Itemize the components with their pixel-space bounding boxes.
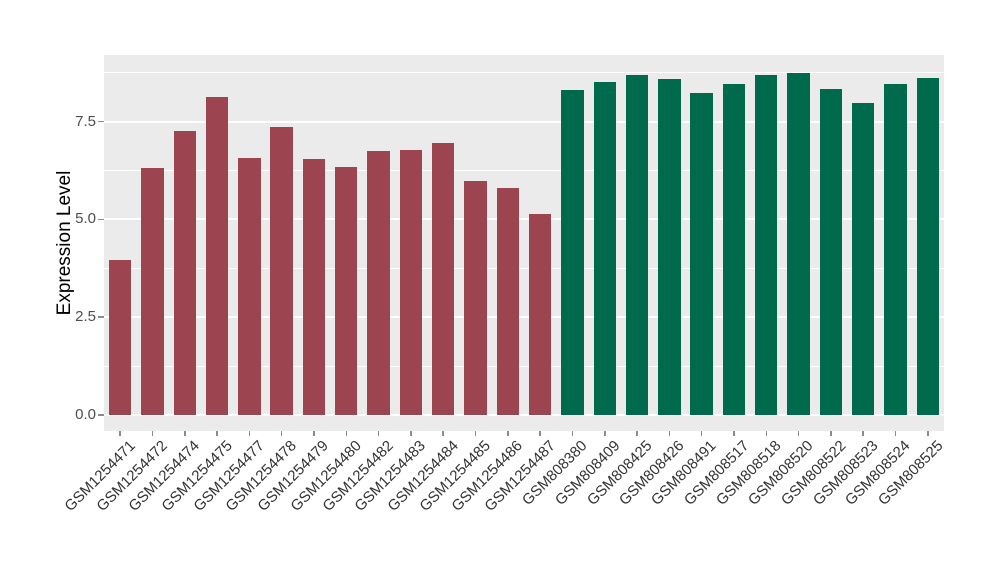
bar-GSM1254484 [432, 143, 455, 415]
x-tick-mark [280, 431, 283, 436]
y-tick-mark [98, 316, 104, 318]
bar-GSM808518 [755, 74, 778, 415]
x-tick-mark [700, 431, 703, 436]
bar-GSM808523 [852, 102, 875, 415]
x-tick-mark [216, 431, 218, 436]
x-tick-mark [604, 431, 606, 436]
bar-GSM1254486 [496, 188, 520, 415]
minor-gridline [104, 169, 944, 171]
bar-GSM808380 [561, 90, 584, 415]
bar-GSM1254487 [528, 214, 552, 415]
bar-GSM808522 [819, 89, 843, 415]
x-tick-mark [862, 431, 864, 436]
x-tick-mark [765, 431, 768, 436]
bar-GSM808517 [722, 83, 746, 415]
major-gridline [104, 218, 944, 221]
y-tick-label: 7.5 [75, 112, 96, 130]
bar-GSM1254479 [302, 158, 326, 415]
bar-GSM1254477 [238, 157, 261, 415]
x-tick-mark [151, 431, 154, 436]
y-tick-label: 2.5 [75, 308, 96, 326]
bar-GSM1254480 [335, 167, 358, 415]
plot-area [104, 55, 944, 431]
x-tick-mark [410, 431, 412, 436]
bar-GSM808491 [690, 92, 713, 415]
major-gridline [104, 316, 944, 319]
bar-GSM808409 [593, 82, 616, 415]
bar-GSM1254474 [173, 131, 196, 415]
bar-GSM1254482 [367, 150, 390, 415]
bar-GSM808524 [884, 84, 907, 415]
bar-GSM1254478 [270, 126, 293, 415]
x-tick-mark [184, 431, 186, 436]
y-tick-label: 0.0 [75, 405, 96, 423]
x-tick-mark [474, 431, 477, 436]
x-tick-mark [571, 431, 574, 436]
bar-GSM808425 [625, 74, 649, 415]
x-tick-mark [377, 431, 380, 436]
y-tick-mark [98, 120, 104, 123]
x-tick-mark [248, 431, 251, 436]
y-tick-label: 5.0 [75, 210, 96, 228]
bar-GSM1254483 [399, 149, 423, 415]
major-gridline [104, 120, 944, 123]
bar-GSM808525 [916, 77, 940, 415]
y-axis-title: Expression Level [54, 170, 75, 316]
y-tick-mark [98, 218, 104, 221]
x-tick-mark [539, 431, 541, 436]
bar-GSM1254485 [464, 180, 487, 415]
x-tick-mark [636, 431, 638, 436]
x-tick-mark [345, 431, 348, 436]
minor-gridline [104, 72, 944, 74]
bar-GSM1254472 [141, 167, 164, 415]
minor-gridline [104, 267, 944, 269]
x-tick-mark [830, 431, 832, 436]
major-gridline [104, 413, 944, 416]
bar-GSM808520 [787, 73, 810, 415]
y-tick-mark [98, 414, 104, 416]
x-tick-mark [668, 431, 671, 436]
x-tick-mark [927, 431, 929, 436]
x-tick-mark [894, 431, 897, 436]
x-tick-mark [733, 431, 735, 436]
bar-GSM808426 [658, 79, 681, 415]
bar-GSM1254471 [108, 260, 132, 415]
x-tick-mark [313, 431, 315, 436]
x-tick-mark [119, 431, 121, 436]
x-tick-mark [507, 431, 509, 436]
x-tick-mark [442, 431, 444, 436]
bar-GSM1254475 [205, 97, 229, 415]
minor-gridline [104, 365, 944, 367]
x-tick-mark [797, 431, 800, 436]
